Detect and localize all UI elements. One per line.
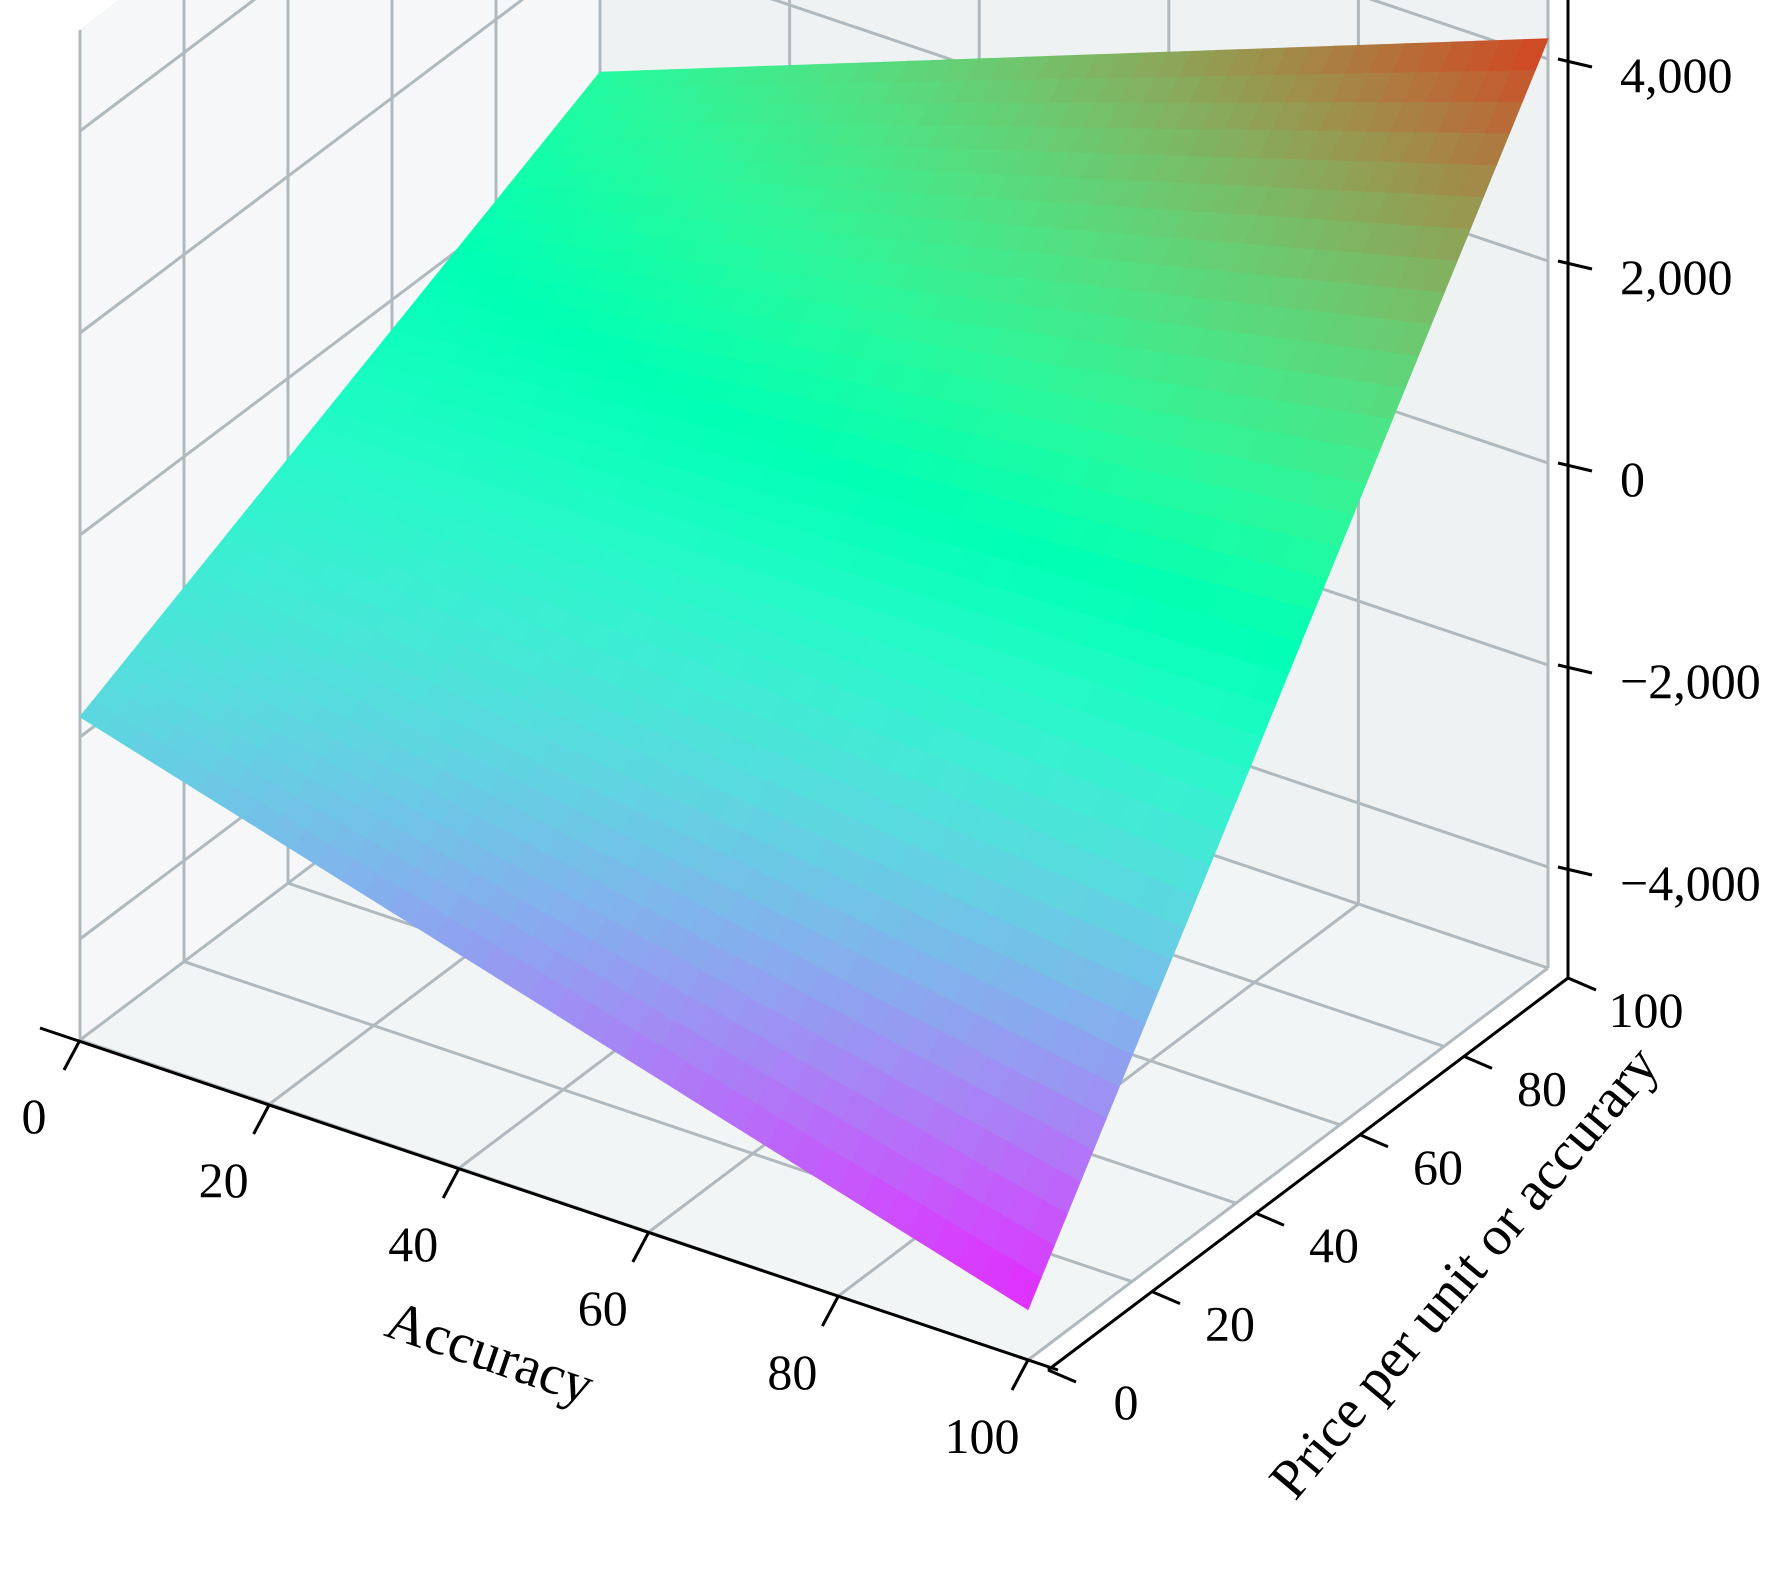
z-tick-mark xyxy=(1557,57,1593,69)
z-tick-label: 4,000 xyxy=(1620,47,1733,103)
z-gridline-left xyxy=(79,0,525,335)
y-tick-label: 60 xyxy=(1413,1139,1463,1195)
x-tick-label: 60 xyxy=(578,1280,628,1336)
surface-patch xyxy=(1003,1262,1042,1311)
tick-marks xyxy=(62,57,1597,1391)
x-tick-mark xyxy=(252,1103,271,1135)
z-tick-label: 2,000 xyxy=(1620,249,1733,305)
z-tick-label: 0 xyxy=(1620,451,1645,507)
z-tick-label: −4,000 xyxy=(1620,855,1761,911)
x-gridline-floor xyxy=(1027,966,1549,1362)
x-tick-mark xyxy=(821,1295,840,1327)
x-tick-label: 20 xyxy=(199,1152,249,1208)
y-tick-mark xyxy=(1463,1055,1493,1070)
x-tick-mark xyxy=(1010,1359,1030,1391)
x-axis-line xyxy=(39,1026,1059,1372)
y-tick-label: 100 xyxy=(1609,982,1684,1038)
z-gridline-left xyxy=(79,0,257,133)
z-tick-mark xyxy=(1557,663,1593,675)
y-tick-label: 40 xyxy=(1309,1217,1359,1273)
y-tick-mark xyxy=(1567,976,1597,992)
x-tick-mark xyxy=(441,1167,461,1199)
y-tick-mark xyxy=(1151,1290,1181,1305)
x-tick-label: 80 xyxy=(767,1344,817,1400)
y-tick-mark xyxy=(1255,1211,1285,1227)
z-tick-mark xyxy=(1557,461,1593,473)
chart-axes xyxy=(39,0,1570,1372)
y-tick-mark xyxy=(1047,1368,1077,1384)
y-tick-mark xyxy=(1359,1133,1389,1149)
x-tick-label: 40 xyxy=(388,1216,438,1272)
z-gridline-back xyxy=(1368,0,1549,61)
y-axis-line xyxy=(1047,976,1569,1372)
y-tick-label: 80 xyxy=(1517,1060,1567,1116)
surface-mesh xyxy=(79,38,1549,1311)
x-tick-mark xyxy=(62,1039,82,1071)
y-tick-label: 20 xyxy=(1205,1296,1255,1352)
x-axis-label: Accuracy xyxy=(378,1289,601,1417)
z-tick-label: −2,000 xyxy=(1620,653,1761,709)
y-tick-label: 0 xyxy=(1114,1374,1139,1430)
x-tick-label: 100 xyxy=(945,1408,1020,1464)
x-tick-mark xyxy=(631,1231,651,1263)
z-tick-mark xyxy=(1557,259,1593,271)
x-tick-label: 0 xyxy=(22,1088,47,1144)
tick-labels: 0 20 40 60 80 100 0 20 40 60 80 100 −4,000 −2,000 0 2,0… xyxy=(22,47,1761,1464)
z-tick-mark xyxy=(1557,865,1593,877)
